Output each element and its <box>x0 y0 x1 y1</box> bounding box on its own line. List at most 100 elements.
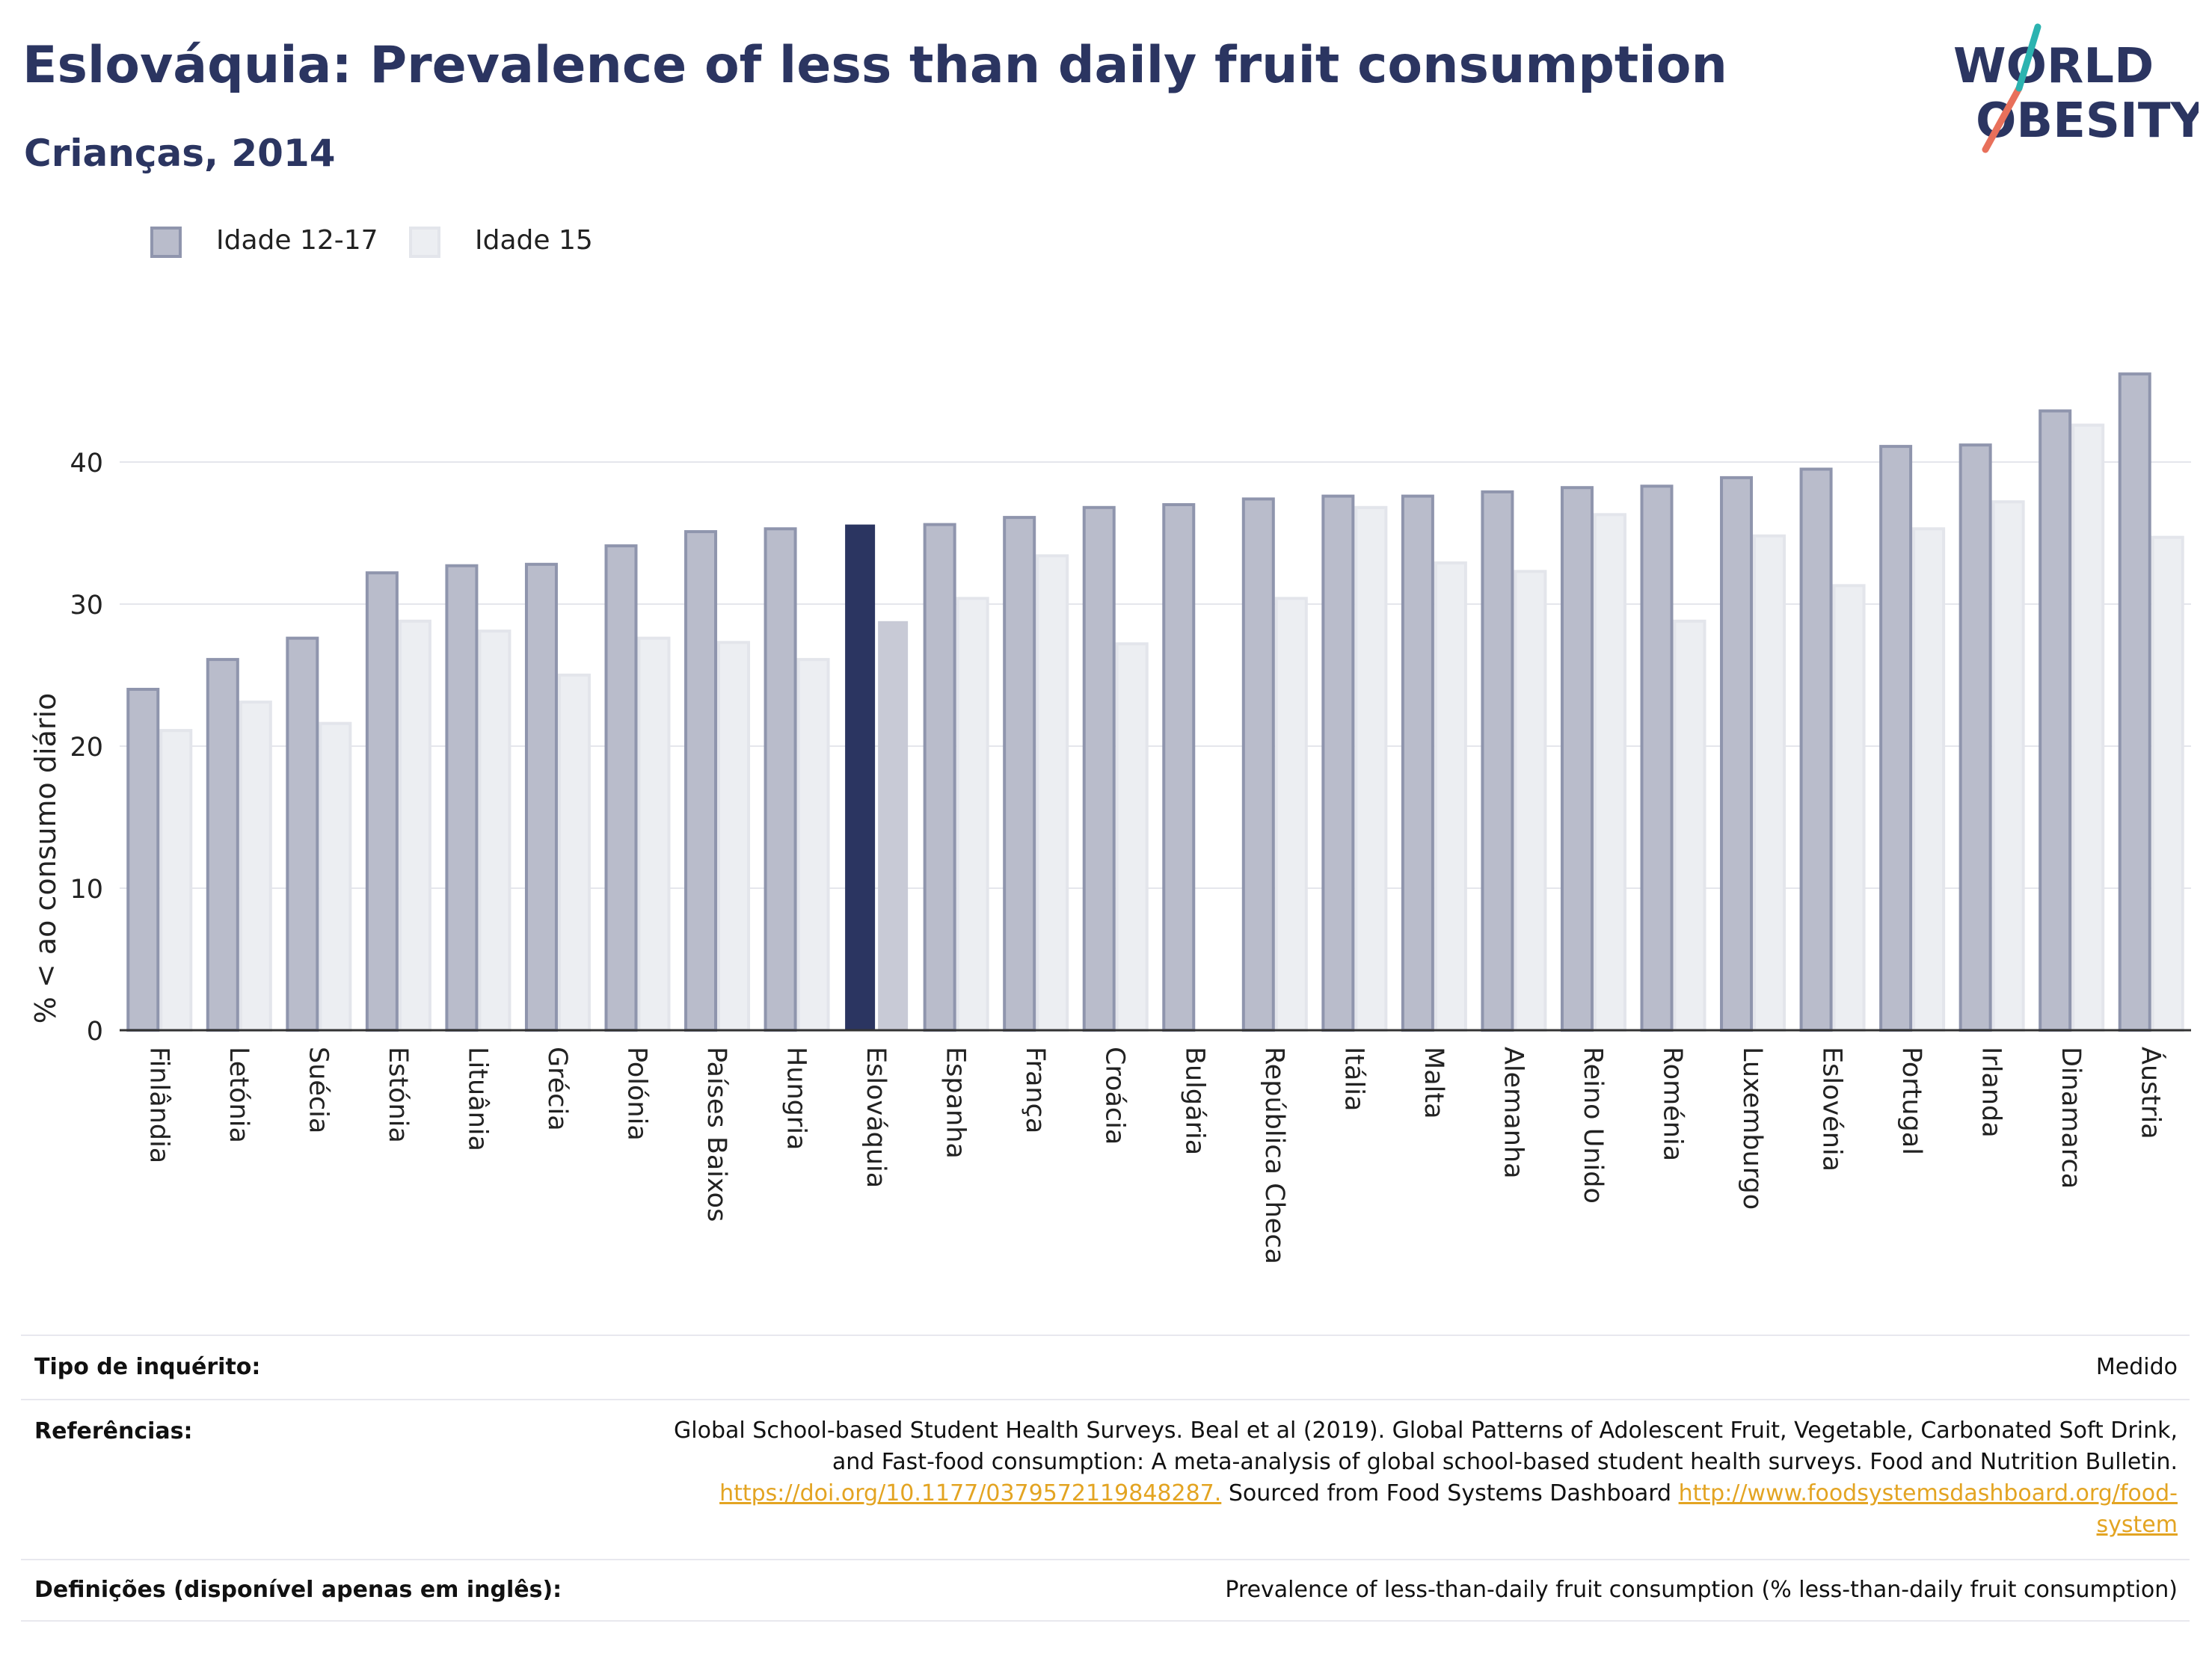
x-tick-label: República Checa <box>1259 1047 1289 1264</box>
bar-series-2[interactable] <box>1514 570 1547 1032</box>
logo-slash-red <box>1982 84 2023 153</box>
bar-series-2[interactable] <box>1036 554 1069 1032</box>
dashboard-link-cont[interactable]: system <box>2096 1512 2178 1538</box>
bar-series-1[interactable] <box>1003 516 1036 1032</box>
bar-series-1[interactable] <box>845 524 876 1030</box>
bar-series-2[interactable] <box>319 721 352 1032</box>
footer-table: Tipo de inquérito: Medido Referências: G… <box>21 1335 2190 1622</box>
bar-series-2[interactable] <box>1354 505 1388 1032</box>
bar-series-1[interactable] <box>1481 490 1514 1032</box>
bar-chart: 0 10 20 30 40 % < ao consumo diário Finlândia L… <box>29 372 2191 1264</box>
bar-series-2[interactable] <box>1912 527 1946 1032</box>
page-title: Eslováquia: Prevalence of less than dail… <box>22 36 1727 95</box>
footer-row-definitions: Definições (disponível apenas em inglês)… <box>21 1559 2190 1622</box>
logo-word-1: WORLD <box>1953 39 2154 94</box>
legend-swatch-series-2 <box>409 227 440 258</box>
bar-series-1[interactable] <box>365 571 399 1032</box>
bar-series-1[interactable] <box>1401 494 1434 1032</box>
y-tick-label: 20 <box>70 733 103 763</box>
x-tick-label: Dinamarca <box>2056 1047 2086 1189</box>
bar-series-2[interactable] <box>239 701 272 1032</box>
x-tick-label: Espanha <box>941 1047 971 1159</box>
bar-series-1[interactable] <box>126 688 160 1032</box>
bar-series-2[interactable] <box>1274 597 1308 1032</box>
bar-series-2[interactable] <box>956 597 989 1032</box>
bar-series-1[interactable] <box>524 562 558 1032</box>
bar-series-1[interactable] <box>1321 494 1355 1032</box>
bar-series-2[interactable] <box>1991 500 2025 1032</box>
bar-series-1[interactable] <box>1958 443 1992 1032</box>
x-tick-label: Lituânia <box>462 1047 492 1151</box>
bar-series-2[interactable] <box>398 619 431 1032</box>
bar-series-2[interactable] <box>478 630 511 1032</box>
bar-series-1[interactable] <box>2118 372 2151 1032</box>
y-axis-label: % < ao consumo diário <box>29 693 62 1024</box>
bar-series-1[interactable] <box>1799 467 1833 1032</box>
bar-series-1[interactable] <box>1162 503 1196 1032</box>
footer-row-survey: Tipo de inquérito: Medido <box>21 1335 2190 1399</box>
x-tick-label: Reino Unido <box>1578 1047 1608 1204</box>
axes: 0 10 20 30 40 % < ao consumo diário Finlândia L… <box>29 449 2191 1264</box>
footer-defs-value: Prevalence of less-than-daily fruit cons… <box>1225 1577 2178 1603</box>
x-tick-label: Hungria <box>781 1047 811 1150</box>
x-tick-label: Países Baixos <box>701 1047 731 1222</box>
bar-series-2[interactable] <box>159 729 193 1032</box>
footer-refs-line-4: system <box>21 1509 2178 1541</box>
page-subtitle: Crianças, 2014 <box>24 132 336 175</box>
bar-series-1[interactable] <box>1082 505 1116 1032</box>
x-tick-label: Grécia <box>542 1047 572 1131</box>
bar-series-1[interactable] <box>286 636 319 1032</box>
y-tick-label: 30 <box>70 591 103 621</box>
bar-series-2[interactable] <box>1593 513 1626 1032</box>
bar-series-1[interactable] <box>684 530 718 1032</box>
bar-series-2[interactable] <box>2071 423 2105 1032</box>
x-tick-label: Alemanha <box>1498 1047 1528 1179</box>
legend-label-series-1: Idade 12-17 <box>216 225 378 256</box>
x-tick-label: Irlanda <box>1976 1047 2006 1138</box>
bar-series-2[interactable] <box>1753 534 1787 1032</box>
bar-series-2[interactable] <box>1673 619 1706 1032</box>
bar-series-1[interactable] <box>206 658 239 1032</box>
world-obesity-logo: WORLD OBESITY <box>1953 23 2199 153</box>
bar-series-1[interactable] <box>1560 486 1594 1032</box>
bar-series-1[interactable] <box>445 564 479 1032</box>
bar-series-2[interactable] <box>1434 561 1467 1032</box>
x-tick-label: Áustria <box>2136 1047 2167 1139</box>
footer-refs-line-2: and Fast-food consumption: A meta-analys… <box>832 1449 2178 1475</box>
bar-series-1[interactable] <box>1241 497 1275 1032</box>
x-tick-label: Estónia <box>383 1047 413 1143</box>
bar-series-2[interactable] <box>717 641 751 1032</box>
footer-defs-label: Definições (disponível apenas em inglês)… <box>34 1577 562 1603</box>
y-tick-label: 40 <box>70 449 103 478</box>
bar-series-2[interactable] <box>637 636 671 1032</box>
legend-swatch-series-1 <box>150 227 182 258</box>
x-tick-label: Croácia <box>1100 1047 1130 1145</box>
dashboard-link[interactable]: http://www.foodsystemsdashboard.org/food… <box>1678 1480 2178 1506</box>
bar-series-1[interactable] <box>604 544 638 1032</box>
bar-series-1[interactable] <box>1879 445 1913 1032</box>
bar-series-2[interactable] <box>796 658 830 1032</box>
footer-survey-value: Medido <box>2095 1354 2178 1380</box>
bar-series-2[interactable] <box>1115 642 1149 1032</box>
x-tick-label: Suécia <box>303 1047 333 1133</box>
x-tick-label: Bulgária <box>1179 1047 1209 1155</box>
legend-label-series-2: Idade 15 <box>475 225 593 256</box>
bar-series-1[interactable] <box>1640 484 1674 1032</box>
footer-refs-mid: Sourced from Food Systems Dashboard <box>1221 1480 1679 1506</box>
bar-series-1[interactable] <box>1720 475 1754 1032</box>
bar-series-2[interactable] <box>1832 584 1866 1032</box>
x-tick-label: Itália <box>1339 1047 1368 1111</box>
doi-link[interactable]: https://doi.org/10.1177/0379572119848287… <box>719 1480 1222 1506</box>
bar-series-2[interactable] <box>557 674 591 1032</box>
footer-refs-line-1: Global School-based Student Health Surve… <box>674 1418 2178 1444</box>
bar-series-2[interactable] <box>878 621 909 1030</box>
x-tick-label: Roménia <box>1658 1047 1688 1161</box>
bar-series-1[interactable] <box>764 527 797 1032</box>
x-tick-label: Malta <box>1419 1047 1448 1119</box>
x-tick-label: Finlândia <box>144 1047 173 1163</box>
bar-series-1[interactable] <box>2039 409 2072 1032</box>
x-tick-label: Luxemburgo <box>1737 1047 1767 1210</box>
bar-series-1[interactable] <box>923 523 956 1032</box>
bar-series-2[interactable] <box>2151 535 2184 1032</box>
x-tick-label: Eslováquia <box>861 1047 891 1188</box>
